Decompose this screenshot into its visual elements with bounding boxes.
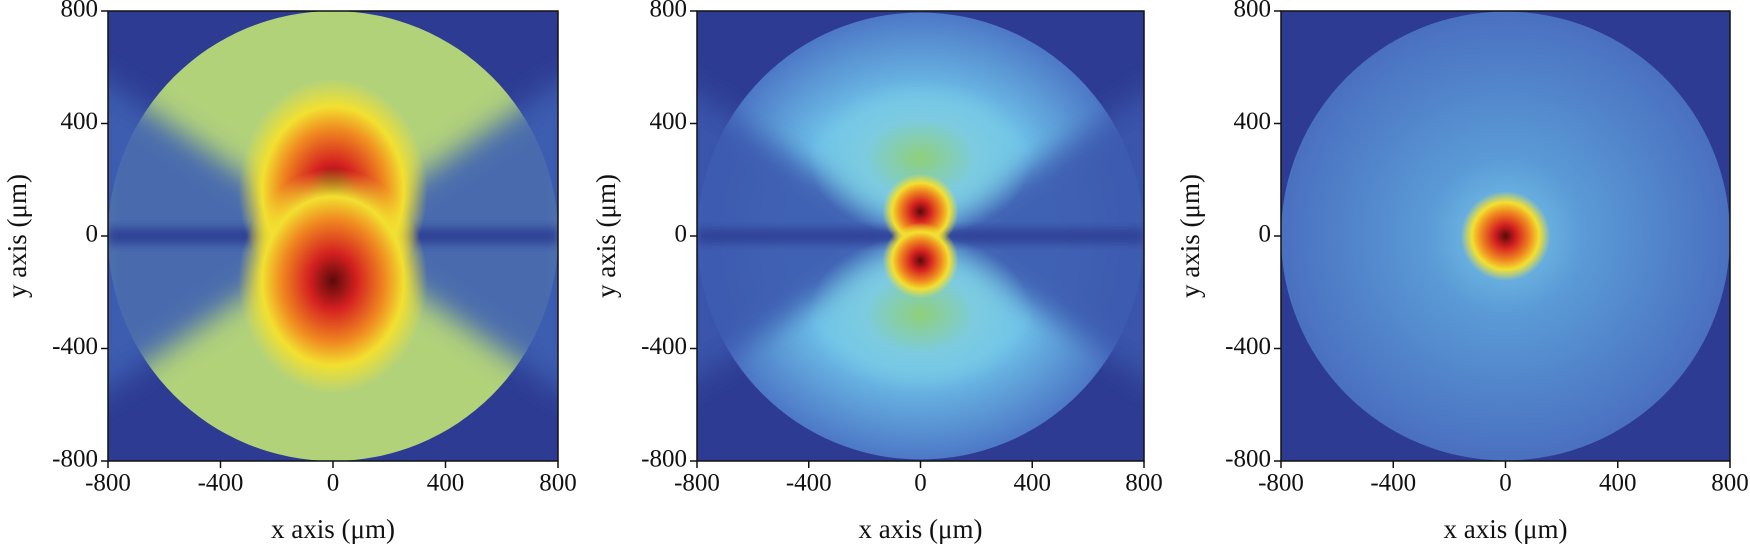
x-axis-label: x axis (μm) xyxy=(271,514,395,544)
y-tick-label: 0 xyxy=(1259,221,1272,248)
y-tick-label: 0 xyxy=(86,221,99,248)
x-tick-label: 0 xyxy=(914,470,927,497)
y-tick-label: 800 xyxy=(1234,0,1272,23)
y-tick-label: 800 xyxy=(650,0,688,23)
y-axis-label: y axis (μm) xyxy=(591,174,621,298)
halo xyxy=(808,79,1033,237)
heatmap xyxy=(1281,11,1730,461)
y-tick-label: -800 xyxy=(641,446,687,473)
peak xyxy=(882,222,959,299)
y-tick-label: 800 xyxy=(61,0,99,23)
x-tick-label: 0 xyxy=(327,470,340,497)
x-axis-label: x axis (μm) xyxy=(1444,514,1568,544)
y-tick-label: -800 xyxy=(52,446,98,473)
x-tick-label: 800 xyxy=(1125,470,1163,497)
y-tick-label: 400 xyxy=(61,108,99,135)
x-tick-label: -800 xyxy=(1258,470,1304,497)
x-tick-label: -400 xyxy=(786,470,832,497)
peak xyxy=(1460,191,1551,281)
y-tick-label: -400 xyxy=(641,333,687,360)
x-tick-label: 400 xyxy=(1014,470,1052,497)
x-tick-label: 400 xyxy=(427,470,465,497)
x-tick-label: 400 xyxy=(1599,470,1637,497)
x-tick-label: -400 xyxy=(1370,470,1416,497)
x-tick-label: 800 xyxy=(1711,470,1749,497)
heatmap xyxy=(108,11,558,461)
y-axis-label: y axis (μm) xyxy=(1175,174,1205,298)
y-tick-label: 400 xyxy=(1234,108,1272,135)
y-tick-label: -800 xyxy=(1225,446,1271,473)
x-tick-label: -800 xyxy=(85,470,131,497)
y-tick-label: -400 xyxy=(52,333,98,360)
y-axis-label: y axis (μm) xyxy=(2,174,32,298)
y-tick-label: 0 xyxy=(675,221,688,248)
heatmap xyxy=(697,11,1144,461)
peak xyxy=(238,168,428,394)
y-tick-label: 400 xyxy=(650,108,688,135)
x-tick-label: 0 xyxy=(1499,470,1512,497)
y-tick-label: -400 xyxy=(1225,333,1271,360)
x-tick-label: -800 xyxy=(674,470,720,497)
x-tick-label: 800 xyxy=(539,470,577,497)
halo xyxy=(808,236,1033,393)
x-axis-label: x axis (μm) xyxy=(859,514,983,544)
x-tick-label: -400 xyxy=(198,470,244,497)
